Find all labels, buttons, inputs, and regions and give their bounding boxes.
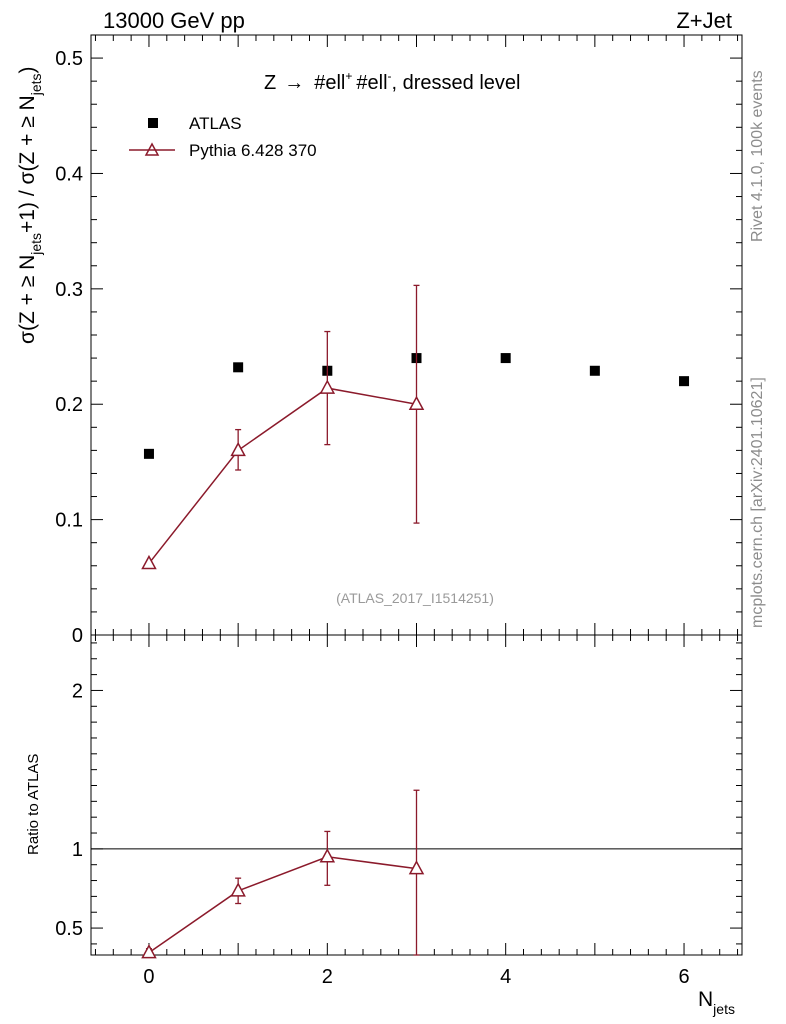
ratio-panel: 0.5 1 2 0 2 4 6 Ratio to ATLAS Njets bbox=[25, 634, 743, 1017]
legend-pythia-label: Pythia 6.428 370 bbox=[189, 141, 317, 160]
main-y-tick-label: 0.4 bbox=[55, 163, 83, 185]
ratio-x-tick-label: 2 bbox=[322, 966, 333, 988]
ratio-pythia-point bbox=[408, 860, 425, 875]
analysis-watermark: (ATLAS_2017_I1514251) bbox=[336, 590, 494, 606]
ratio-y-axis: 0.5 1 2 bbox=[55, 642, 742, 945]
ratio-x-axis: 0 2 4 6 bbox=[94, 635, 739, 988]
main-y-axis: 0 0.1 0.2 0.3 0.4 0.5 bbox=[55, 34, 742, 647]
pythia-point bbox=[408, 395, 425, 410]
atlas-data-point bbox=[589, 365, 600, 376]
ratio-y-tick-label: 1 bbox=[72, 839, 83, 861]
ratio-x-tick-label: 4 bbox=[500, 966, 511, 988]
ratio-x-tick-label: 0 bbox=[143, 966, 154, 988]
main-data-layer bbox=[141, 284, 690, 570]
main-y-tick-label: 0.5 bbox=[55, 48, 83, 70]
ratio-y-tick-label: 2 bbox=[72, 680, 83, 702]
legend-atlas-marker bbox=[148, 118, 158, 128]
main-x-axis bbox=[94, 35, 739, 635]
ratio-x-tick-label: 6 bbox=[678, 966, 689, 988]
rivet-version-label: Rivet 4.1.0, 100k events bbox=[749, 70, 766, 242]
atlas-data-point bbox=[679, 376, 690, 387]
ratio-pythia-point bbox=[230, 882, 246, 897]
atlas-data-point bbox=[500, 353, 511, 364]
main-y-tick-label: 0.2 bbox=[55, 394, 83, 416]
legend-pythia-marker bbox=[144, 142, 160, 156]
main-y-tick-label: 0 bbox=[72, 625, 83, 647]
ratio-pythia-line bbox=[148, 856, 417, 954]
main-y-axis-label: σ(Z + ≥ Njets+1) / σ(Z + ≥ Njets) bbox=[16, 66, 44, 344]
header-left-label: 13000 GeV pp bbox=[103, 8, 245, 33]
header-right-label: Z+Jet bbox=[676, 8, 732, 33]
legend-atlas-label: ATLAS bbox=[189, 114, 242, 133]
pythia-point bbox=[230, 441, 246, 457]
main-y-tick-label: 0.3 bbox=[55, 279, 83, 301]
main-panel: 0 0.1 0.2 0.3 0.4 0.5 Z → #ell+ #ell-, dressed l… bbox=[16, 34, 743, 647]
ratio-data-layer bbox=[141, 789, 425, 959]
pythia-line bbox=[148, 387, 417, 564]
main-y-tick-label: 0.1 bbox=[55, 510, 83, 532]
legend: ATLAS Pythia 6.428 370 bbox=[129, 114, 317, 160]
mcplots-label: mcplots.cern.ch [arXiv:2401.10621] bbox=[749, 377, 766, 628]
ratio-pythia-point bbox=[141, 944, 157, 959]
ratio-pythia-point bbox=[319, 848, 336, 863]
ratio-y-axis-label: Ratio to ATLAS bbox=[25, 754, 42, 855]
atlas-data-point bbox=[143, 448, 154, 459]
plot-title: Z → #ell+ #ell-, dressed level bbox=[264, 69, 520, 94]
x-axis-label: Njets bbox=[698, 988, 735, 1017]
ratio-y-tick-label: 0.5 bbox=[55, 918, 83, 940]
pythia-point bbox=[141, 554, 157, 570]
pythia-point bbox=[319, 379, 336, 394]
atlas-data-point bbox=[233, 362, 244, 373]
